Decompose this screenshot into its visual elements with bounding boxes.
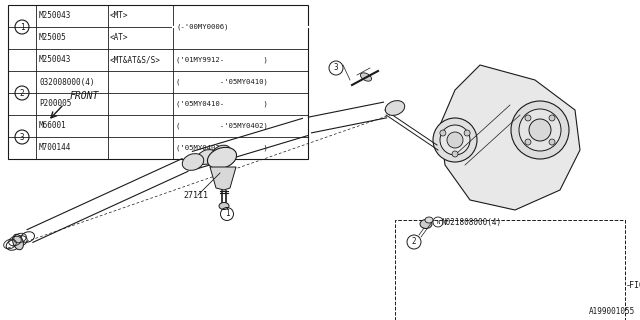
Ellipse shape <box>213 145 231 159</box>
Bar <box>8 5 308 159</box>
Text: 3: 3 <box>20 132 24 141</box>
Ellipse shape <box>529 119 551 141</box>
Ellipse shape <box>433 118 477 162</box>
Text: A199001055: A199001055 <box>589 307 635 316</box>
Text: ('05MY0403-         ): ('05MY0403- ) <box>176 145 268 151</box>
Ellipse shape <box>207 147 237 169</box>
Ellipse shape <box>425 217 433 223</box>
Polygon shape <box>210 167 236 190</box>
Text: ('05MY0410-         ): ('05MY0410- ) <box>176 101 268 107</box>
Ellipse shape <box>13 234 24 250</box>
Bar <box>395 220 625 320</box>
Circle shape <box>549 139 555 145</box>
Ellipse shape <box>360 73 372 81</box>
Circle shape <box>525 139 531 145</box>
Ellipse shape <box>519 109 561 151</box>
Text: 27111: 27111 <box>183 190 208 199</box>
Text: M250043: M250043 <box>39 12 72 20</box>
Ellipse shape <box>197 150 217 164</box>
Circle shape <box>549 115 555 121</box>
Text: FRONT: FRONT <box>70 91 99 101</box>
Text: M700144: M700144 <box>39 143 72 153</box>
Text: 032008000(4): 032008000(4) <box>39 77 95 86</box>
Polygon shape <box>440 65 580 210</box>
Text: (         -'05MY0402): ( -'05MY0402) <box>176 123 268 129</box>
Text: <AT>: <AT> <box>110 34 129 43</box>
Text: 1: 1 <box>20 22 24 31</box>
Text: ('01MY9912-         ): ('01MY9912- ) <box>176 57 268 63</box>
Text: 3: 3 <box>333 63 339 73</box>
Text: 1: 1 <box>225 210 229 219</box>
Circle shape <box>440 130 446 136</box>
Ellipse shape <box>447 132 463 148</box>
Circle shape <box>452 151 458 157</box>
Circle shape <box>525 115 531 121</box>
Text: FIG.195: FIG.195 <box>629 281 640 290</box>
Text: (-'00MY0006): (-'00MY0006) <box>176 24 228 30</box>
Text: P200005: P200005 <box>39 100 72 108</box>
Text: N: N <box>436 220 440 225</box>
Text: M250043: M250043 <box>39 55 72 65</box>
Text: M66001: M66001 <box>39 122 67 131</box>
Text: 2: 2 <box>412 237 416 246</box>
Text: M25005: M25005 <box>39 34 67 43</box>
Circle shape <box>464 130 470 136</box>
Ellipse shape <box>511 101 569 159</box>
Ellipse shape <box>385 100 404 116</box>
Text: N021808000(4): N021808000(4) <box>442 218 502 227</box>
Ellipse shape <box>219 203 229 210</box>
Ellipse shape <box>420 220 432 228</box>
Text: <MT&AT&S/S>: <MT&AT&S/S> <box>110 55 161 65</box>
Text: (         -'05MY0410): ( -'05MY0410) <box>176 79 268 85</box>
Text: 2: 2 <box>20 89 24 98</box>
Ellipse shape <box>440 125 470 155</box>
Text: <MT>: <MT> <box>110 12 129 20</box>
Ellipse shape <box>182 154 204 170</box>
